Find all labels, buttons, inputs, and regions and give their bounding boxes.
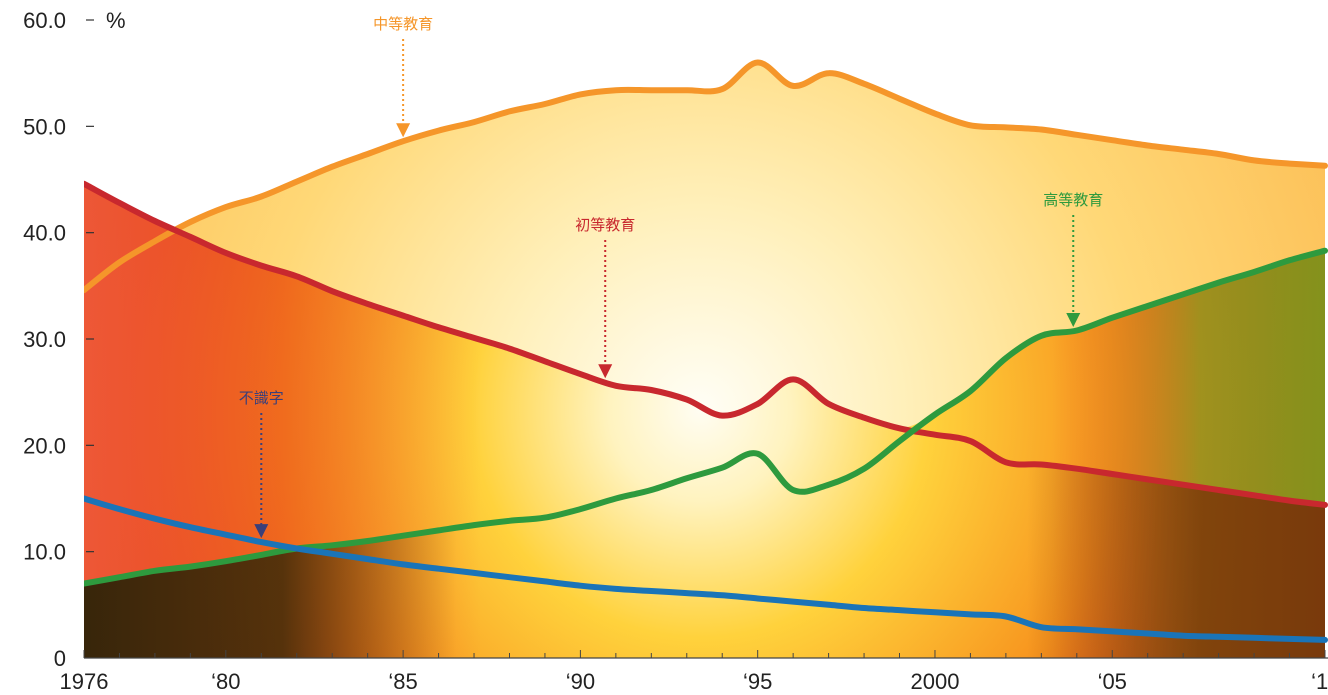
annotation-高等教育: 高等教育 — [1043, 191, 1103, 328]
annotation-arrow-head — [598, 364, 613, 379]
y-unit-label: % — [106, 8, 126, 33]
y-tick-label: 20.0 — [23, 433, 66, 458]
annotation-初等教育: 初等教育 — [575, 216, 635, 379]
x-tick-label: ‘90 — [566, 669, 595, 694]
annotation-label: 高等教育 — [1043, 191, 1103, 209]
y-tick-label: 60.0 — [23, 8, 66, 33]
x-tick-label: ‘95 — [743, 669, 772, 694]
axes: 1976 ‘80 ‘85 ‘90 ‘95 2000 ‘05 ‘11 0 10.0 20.0 30.0 4… — [23, 8, 1328, 694]
x-tick-label: ‘80 — [211, 669, 240, 694]
annotation-label: 初等教育 — [575, 216, 635, 234]
annotation-label: 中等教育 — [373, 15, 433, 33]
x-tick-label: ‘05 — [1098, 669, 1127, 694]
y-tick-label: 10.0 — [23, 540, 66, 565]
x-tick-label: ‘11 — [1311, 669, 1328, 694]
annotation-arrow-head — [254, 524, 269, 539]
annotation-不識字: 不識字 — [239, 389, 284, 539]
annotation-arrow-head — [1066, 313, 1081, 328]
y-tick-label: 0 — [54, 646, 66, 671]
series-line-不識字 — [84, 495, 1328, 643]
area-lower-shade — [84, 434, 1325, 658]
x-tick-label: ‘85 — [388, 669, 417, 694]
y-tick-label: 40.0 — [23, 221, 66, 246]
x-tick-label: 2000 — [910, 669, 959, 694]
annotation-label: 不識字 — [239, 389, 284, 407]
annotation-arrow-head — [396, 123, 411, 138]
series-line-初等教育 — [84, 180, 1328, 508]
series-line-中等教育 — [84, 59, 1328, 294]
y-tick-label: 30.0 — [23, 327, 66, 352]
x-tick-label: 1976 — [60, 669, 109, 694]
annotation-中等教育: 中等教育 — [373, 15, 433, 138]
y-tick-label: 50.0 — [23, 114, 66, 139]
